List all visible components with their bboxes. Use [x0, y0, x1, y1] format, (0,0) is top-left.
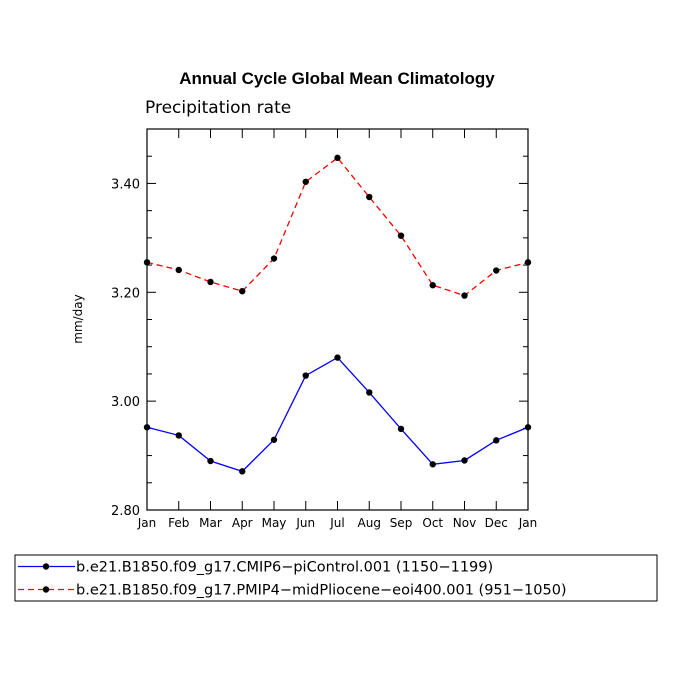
- y-tick-label: 3.40: [111, 177, 140, 192]
- data-point: [239, 468, 246, 475]
- legend-box: [14, 554, 658, 602]
- x-tick-label: Apr: [232, 516, 253, 530]
- y-tick-label: 3.20: [111, 286, 140, 301]
- data-point: [493, 267, 500, 274]
- y-tick-label: 3.00: [111, 395, 140, 410]
- data-point: [493, 437, 500, 444]
- x-tick-label: Sep: [390, 516, 413, 530]
- series-line-2: [146, 156, 529, 297]
- axis-ticks: Jan Feb Mar Apr May Jun Jul Aug Sep Oct Nov Dec Jan2…: [111, 128, 538, 530]
- data-point: [302, 178, 309, 185]
- data-point: [429, 282, 436, 289]
- data-point: [207, 278, 214, 286]
- data-point: [366, 389, 373, 396]
- data-point: [397, 425, 405, 433]
- data-point: [143, 424, 151, 431]
- data-point: [207, 457, 214, 465]
- x-tick-label: Jan: [518, 516, 538, 530]
- legend-marker: [42, 586, 50, 593]
- chart-title: Annual Cycle Global Mean Climatology: [179, 69, 495, 88]
- data-point: [302, 372, 309, 379]
- plot-frame: [146, 128, 529, 511]
- data-point: [366, 193, 373, 201]
- x-tick-label: Dec: [485, 516, 508, 530]
- data-point: [334, 354, 341, 361]
- y-axis-label: mm/day: [71, 294, 85, 344]
- data-point: [524, 424, 532, 431]
- x-tick-label: Oct: [422, 516, 443, 530]
- x-tick-label: Mar: [199, 516, 222, 530]
- legend-label-1: b.e21.B1850.f09_g17.CMIP6−piControl.001 …: [76, 560, 493, 576]
- x-tick-label: Jun: [295, 516, 315, 530]
- data-point: [239, 287, 246, 295]
- x-tick-label: Nov: [453, 516, 476, 530]
- data-point: [461, 292, 468, 299]
- legend-label-2: b.e21.B1850.f09_g17.PMIP4−midPliocene−eo…: [76, 583, 567, 599]
- data-point: [175, 266, 182, 274]
- x-tick-label: Jul: [329, 516, 344, 530]
- legend: b.e21.B1850.f09_g17.CMIP6−piControl.001 …: [14, 554, 658, 602]
- x-tick-label: May: [262, 516, 287, 530]
- plot-border: [146, 128, 529, 511]
- data-point: [175, 432, 182, 439]
- data-point: [143, 259, 151, 266]
- x-tick-label: Aug: [358, 516, 381, 530]
- y-tick-label: 2.80: [111, 504, 140, 519]
- data-point: [461, 457, 468, 464]
- data-point: [270, 436, 278, 443]
- series-line-1: [146, 356, 529, 473]
- data-point: [524, 259, 532, 266]
- x-tick-label: Feb: [168, 516, 189, 530]
- chart-subtitle: Precipitation rate: [145, 98, 291, 118]
- x-tick-label: Jan: [137, 516, 157, 530]
- data-point: [429, 461, 436, 468]
- legend-marker: [42, 563, 50, 570]
- series-layer: [143, 154, 532, 475]
- data-point: [334, 154, 341, 162]
- data-point: [397, 232, 405, 239]
- data-point: [270, 255, 278, 262]
